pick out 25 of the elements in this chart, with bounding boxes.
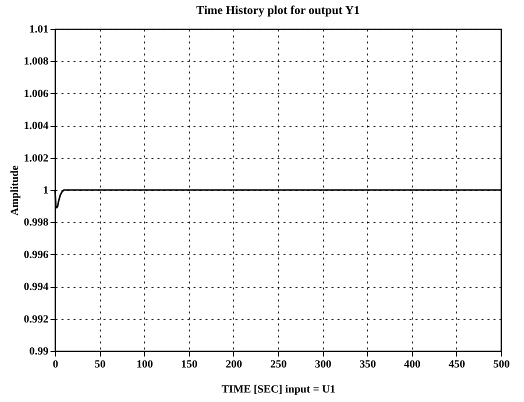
y-tick-label: 0.996 [24, 248, 49, 261]
x-tick-label: 300 [314, 358, 332, 370]
y-tick-label: 1 [43, 184, 48, 196]
x-tick-label: 200 [226, 358, 243, 370]
y-tick-label: 1.008 [24, 56, 49, 68]
x-tick-label: 350 [359, 358, 376, 370]
x-tick-label: 100 [136, 358, 154, 370]
x-tick-label: 50 [94, 358, 106, 370]
x-tick-label: 450 [448, 358, 466, 370]
y-tick-label: 0.994 [24, 281, 49, 294]
x-tick-label: 150 [181, 358, 198, 370]
x-tick-label: 400 [404, 358, 422, 370]
chart-title: Time History plot for output Y1 [196, 3, 360, 17]
y-tick-label: 1.002 [24, 152, 49, 164]
y-tick-label: 0.99 [29, 346, 49, 358]
x-tick-label: 0 [52, 358, 59, 370]
y-tick-label: 0.998 [24, 216, 49, 229]
x-axis-title: TIME [SEC] input = U1 [222, 384, 336, 396]
y-axis-title: Amplitude [8, 165, 21, 216]
x-tick-label: 250 [270, 358, 288, 370]
y-tick-label: 1.01 [29, 24, 48, 36]
y-tick-label: 1.006 [24, 88, 49, 100]
y-tick-label: 0.992 [24, 313, 49, 326]
x-tick-label: 500 [493, 358, 510, 370]
y-tick-label: 1.004 [24, 120, 49, 132]
